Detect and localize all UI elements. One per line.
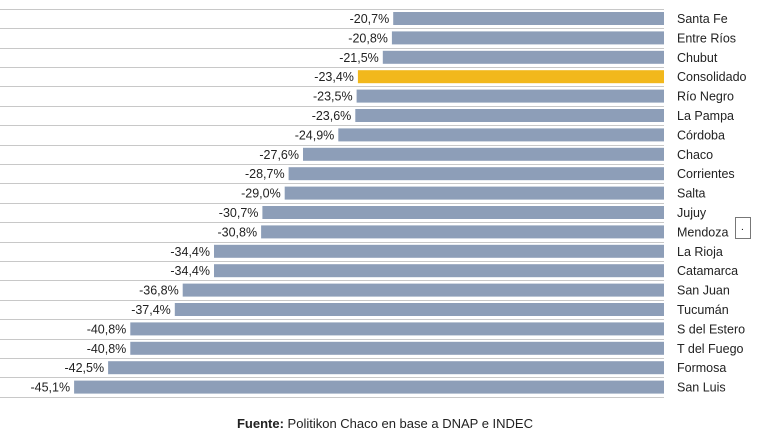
value-label: -29,0%: [241, 187, 281, 201]
value-label: -30,7%: [219, 206, 259, 220]
source-label: Fuente:: [236, 416, 284, 431]
bar-formosa: [108, 361, 665, 375]
source-footer: Fuente: Politikon Chaco en base a DNAP e…: [0, 416, 770, 431]
bar-san-luis: [74, 380, 665, 394]
category-label: La Pampa: [677, 109, 734, 123]
category-label: Jujuy: [677, 206, 707, 220]
value-label: -24,9%: [295, 128, 335, 142]
bar-la-pampa: [355, 109, 664, 122]
bar-salta: [284, 186, 664, 200]
value-label: -30,8%: [217, 225, 257, 239]
category-label: Corrientes: [677, 167, 735, 181]
bar-entre-ríos: [391, 31, 664, 45]
category-label: San Juan: [677, 284, 730, 298]
category-label: Córdoba: [677, 128, 725, 142]
category-label: La Rioja: [677, 245, 723, 259]
value-label: -21,5%: [339, 51, 379, 65]
bar-chaco: [303, 147, 664, 161]
category-label: Tucumán: [677, 303, 729, 317]
category-label: Chubut: [677, 51, 718, 65]
side-box-text: .: [741, 222, 744, 233]
value-label: -27,6%: [259, 148, 299, 162]
category-label: Chaco: [677, 148, 713, 162]
value-label: -40,8%: [87, 342, 127, 356]
category-label: Mendoza: [677, 225, 728, 239]
category-label: San Luis: [677, 381, 726, 395]
value-label: -34,4%: [170, 245, 210, 259]
gridlines: [0, 9, 664, 398]
category-label: Catamarca: [677, 264, 738, 278]
bar-jujuy: [262, 206, 664, 219]
value-labels: -20,7% -20,8% -21,5% -23,4% -23,5% -23,6% -24,…: [30, 12, 389, 395]
category-label: Consolidado: [677, 70, 747, 84]
value-label: -23,4%: [314, 70, 354, 84]
category-label: Santa Fe: [677, 12, 728, 26]
value-label: -37,4%: [131, 303, 171, 317]
side-box: .: [735, 217, 751, 239]
value-label: -23,6%: [312, 109, 352, 123]
category-label: Salta: [677, 187, 706, 201]
bar-chubut: [382, 50, 664, 64]
category-label: Entre Ríos: [677, 31, 736, 45]
bar-corrientes: [288, 167, 664, 181]
bar-catamarca: [214, 264, 664, 278]
value-label: -34,4%: [170, 264, 210, 278]
value-label: -36,8%: [139, 284, 179, 298]
source-text: Politikon Chaco en base a DNAP e INDEC: [283, 416, 533, 431]
value-label: -20,7%: [350, 12, 390, 26]
bar-córdoba: [338, 128, 664, 142]
value-label: -42,5%: [64, 361, 104, 375]
value-label: -23,5%: [313, 90, 353, 104]
bar-s-del-estero: [130, 322, 665, 336]
bar-santa-fe: [393, 12, 664, 25]
category-label: Río Negro: [677, 90, 734, 104]
bar-t-del-fuego: [130, 341, 665, 355]
bar-la-rioja: [214, 244, 664, 258]
value-label: -20,8%: [348, 31, 388, 45]
category-label: Formosa: [677, 361, 726, 375]
bar-tucumán: [174, 303, 665, 316]
category-label: T del Fuego: [677, 342, 744, 356]
bar-consolidado: [357, 70, 664, 84]
value-label: -40,8%: [87, 322, 127, 336]
category-labels: Santa Fe Entre Ríos Chubut Consolidado Río N…: [677, 12, 747, 395]
bar-san-juan: [182, 283, 664, 297]
category-label: S del Estero: [677, 322, 745, 336]
value-label: -28,7%: [245, 167, 285, 181]
value-label: -45,1%: [30, 381, 70, 395]
bar-mendoza: [261, 225, 664, 239]
bar-río-negro: [356, 89, 664, 103]
bars: [74, 12, 665, 394]
